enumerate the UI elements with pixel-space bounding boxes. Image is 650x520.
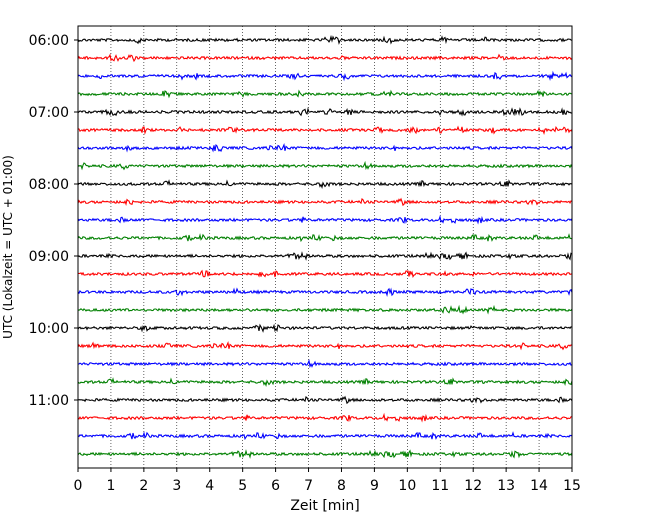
x-axis-ticks: 0 1 2 3 4 5 6 7 8 9 10 11 12 13 14 15 <box>74 468 581 494</box>
x-tick-label-6: 6 <box>271 478 280 494</box>
trace-1145 <box>77 449 573 459</box>
trace-0915 <box>77 269 573 279</box>
x-tick-label-0: 0 <box>74 478 83 494</box>
y-tick-label-0600: 06:00 <box>29 33 69 49</box>
trace-0945 <box>77 304 573 315</box>
trace-0700 <box>77 106 573 117</box>
x-tick-label-11: 11 <box>431 478 449 494</box>
y-tick-label-1100: 11:00 <box>29 393 69 409</box>
trace-0815 <box>77 197 573 207</box>
trace-0745 <box>77 160 573 171</box>
x-tick-label-7: 7 <box>304 478 313 494</box>
x-tick-label-15: 15 <box>563 478 581 494</box>
x-tick-label-14: 14 <box>530 478 548 494</box>
trace-1130 <box>77 431 573 441</box>
y-tick-label-0800: 08:00 <box>29 177 69 193</box>
trace-0845 <box>77 233 573 243</box>
trace-1015 <box>77 340 573 351</box>
y-axis-ticks: 06:00 07:00 08:00 09:00 10:00 11:00 <box>29 33 78 409</box>
trace-0630 <box>77 70 573 82</box>
plot-frame <box>77 25 573 469</box>
trace-1045 <box>77 377 573 388</box>
x-tick-label-8: 8 <box>337 478 346 494</box>
x-tick-label-2: 2 <box>139 478 148 494</box>
y-tick-label-0900: 09:00 <box>29 249 69 265</box>
trace-1100 <box>77 395 573 405</box>
trace-1030 <box>77 358 573 369</box>
trace-0930 <box>77 287 573 298</box>
x-tick-label-1: 1 <box>106 478 115 494</box>
trace-0900 <box>77 251 573 261</box>
x-tick-label-3: 3 <box>172 478 181 494</box>
x-tick-label-13: 13 <box>497 478 515 494</box>
seismogram-traces <box>77 34 573 459</box>
trace-0730 <box>77 142 573 153</box>
x-tick-label-12: 12 <box>464 478 482 494</box>
y-axis-label: UTC (Lokalzeit = UTC + 01:00) <box>1 155 15 339</box>
y-tick-label-0700: 07:00 <box>29 105 69 121</box>
trace-1115 <box>77 412 573 423</box>
trace-0615 <box>77 53 573 63</box>
x-tick-label-10: 10 <box>398 478 416 494</box>
x-tick-label-4: 4 <box>205 478 214 494</box>
trace-0715 <box>77 125 573 136</box>
trace-1000 <box>77 323 573 333</box>
y-tick-label-1000: 10:00 <box>29 321 69 337</box>
trace-0600 <box>77 34 573 45</box>
x-tick-label-9: 9 <box>370 478 379 494</box>
trace-0645 <box>77 89 573 99</box>
x-tick-label-5: 5 <box>238 478 247 494</box>
trace-0830 <box>77 214 573 225</box>
trace-0800 <box>77 179 573 190</box>
x-axis-label: Zeit [min] <box>290 498 359 514</box>
